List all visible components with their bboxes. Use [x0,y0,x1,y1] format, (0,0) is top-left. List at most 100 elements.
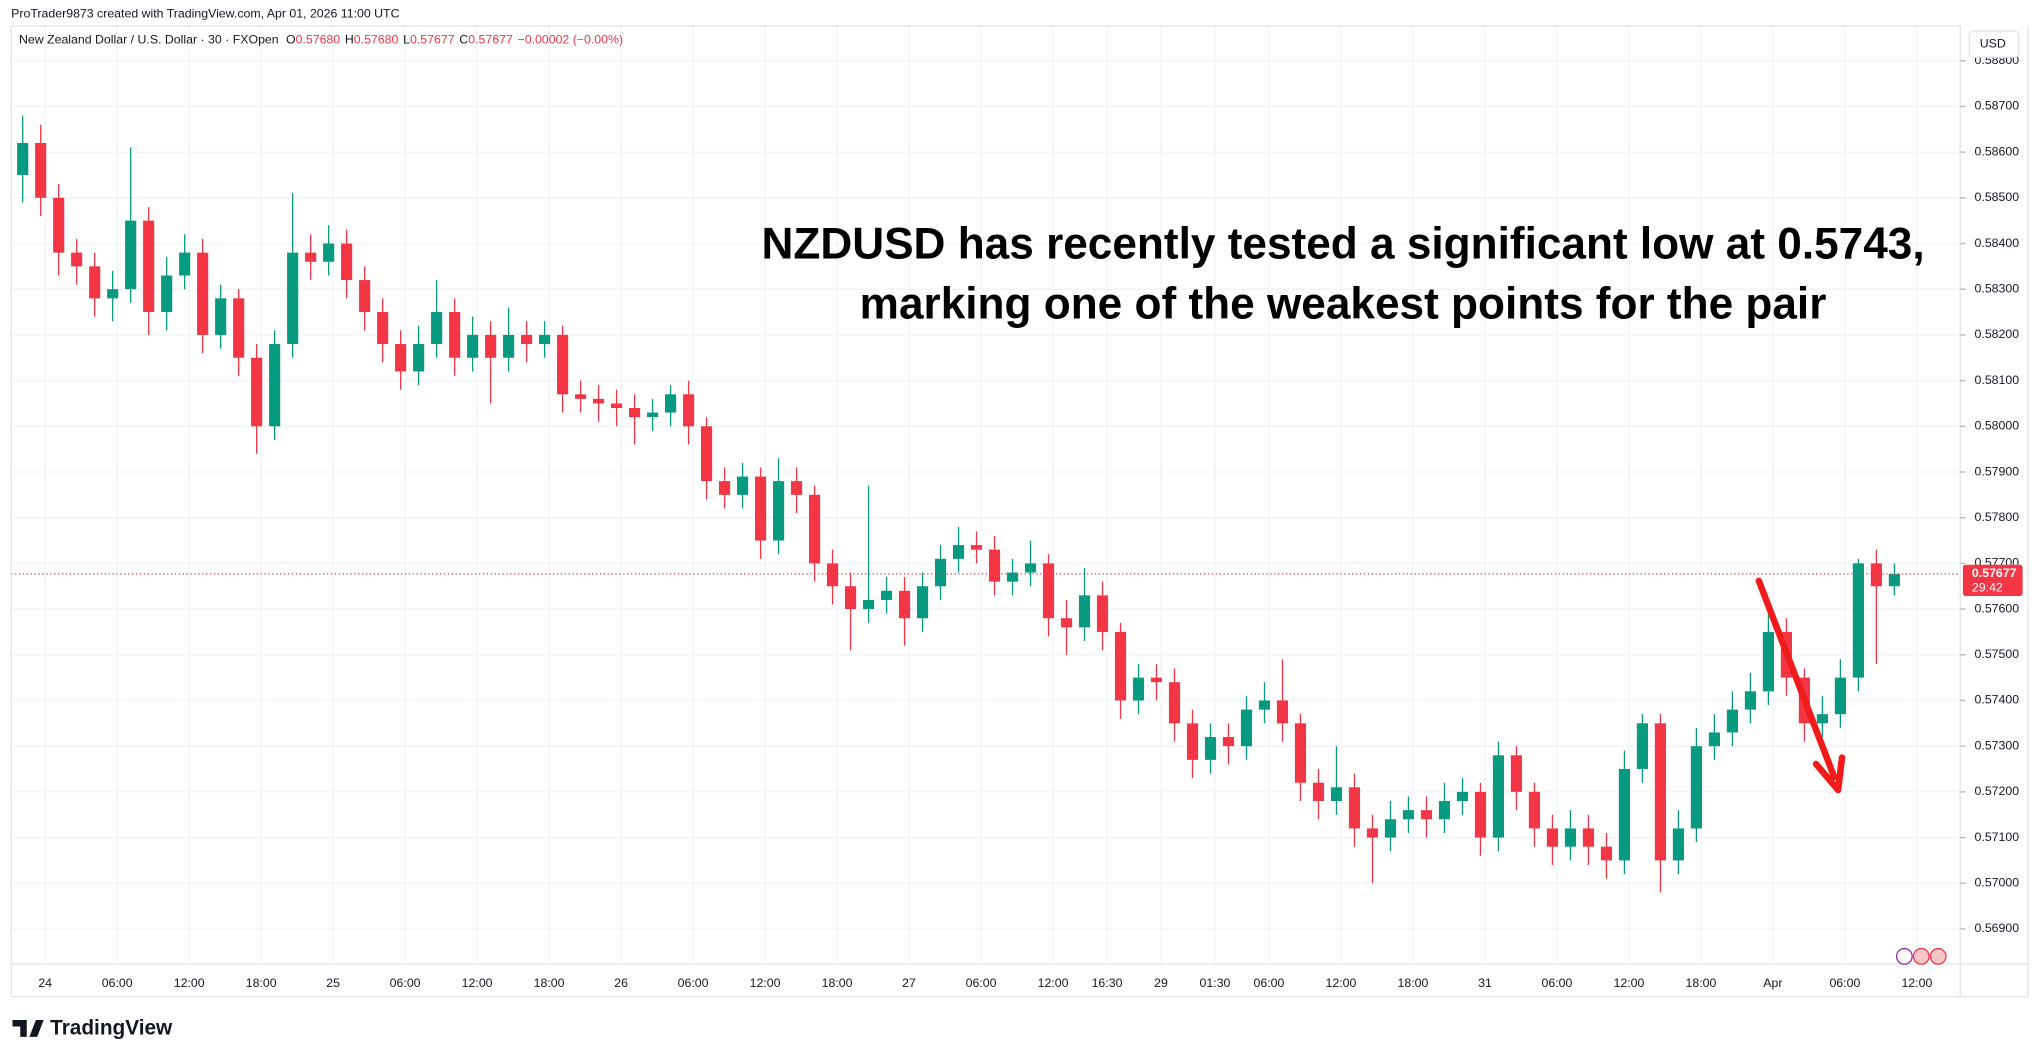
candle-body [233,298,245,358]
x-tick-label: 12:00 [1614,976,1645,990]
symbol: New Zealand Dollar / U.S. Dollar · 30 · … [19,33,279,47]
candle-body [647,412,659,418]
candles [11,115,1961,893]
ohlc-value: 0.57677 [410,33,455,47]
candle-body [1474,791,1487,838]
event-icon[interactable] [1929,947,1947,965]
y-tick-label: 0.57800 [1975,510,2020,524]
x-tick-label: 27 [902,976,916,990]
y-tick-label: 0.57200 [1975,784,2020,798]
candle-body [1312,782,1325,802]
candle-body [251,357,263,427]
event-icon[interactable] [1912,947,1930,965]
candle-body [1348,787,1361,829]
x-tick-label: 31 [1478,976,1492,990]
y-tick-label: 0.57400 [1975,693,2020,707]
y-tick-label: 0.56900 [1975,921,2020,935]
candle-body [1618,769,1631,861]
x-tick-label: 16:30 [1092,976,1123,990]
ohlc-value: 0.57677 [468,33,513,47]
x-tick-label: 12:00 [750,976,781,990]
y-tick-label: 0.57600 [1975,601,2020,615]
y-tick-label: 0.58400 [1975,236,2020,250]
y-tick-label: 0.57100 [1975,830,2020,844]
y-tick-label: 0.58200 [1975,327,2020,341]
candle-body [1456,791,1469,802]
candle-body [1636,723,1649,770]
candle-body [413,344,425,372]
candle-body [1672,828,1685,861]
y-tick-label: 0.58600 [1975,144,2020,158]
change: −0.00002 (−0.00%) [518,33,624,47]
candle-body [107,289,119,299]
candle-body [1888,573,1900,587]
x-tick-label: 06:00 [1829,976,1860,990]
ohlc-label: C [459,33,468,47]
ohlc-label: O [286,33,296,47]
candle-body [665,394,677,413]
candle-body [934,558,947,587]
axes: 0.56900 0.57000 0.57100 0.57200 0.57300 0.574… [38,53,2023,990]
candle-body [593,398,605,404]
candle-body [575,394,587,399]
attribution: ProTrader9873 created with TradingView.c… [11,7,399,21]
candle-body [1690,746,1702,829]
candle-body [503,334,515,358]
currency-box[interactable] [1968,30,2020,58]
candle-body [1096,595,1109,632]
x-tick-label: 12:00 [1038,976,1069,990]
candle-body [521,334,533,345]
candle-body [772,481,785,541]
arrow [1755,577,1846,794]
candle-body [808,494,821,564]
x-tick-label: 18:00 [534,976,565,990]
last-price-box [1962,564,2023,596]
x-tick-label: 12:00 [1901,976,1932,990]
candle-body [1114,631,1127,701]
candle-body [1150,677,1163,683]
candle-body [1654,723,1667,861]
x-tick-label: 12:00 [1326,976,1357,990]
event-icon[interactable] [1895,947,1913,965]
candle-body [826,563,839,587]
candle-body [341,243,353,281]
candle-body [1492,755,1505,838]
logo-text[interactable]: TradingView [50,1017,173,1040]
candle-body [323,243,335,262]
candle-body [1042,563,1055,619]
candle-body [395,344,407,372]
candle-body [1744,691,1756,710]
candle-body [269,344,281,427]
x-tick-label: 06:00 [1254,976,1285,990]
x-tick-label: 18:00 [822,976,853,990]
x-tick-label: 06:00 [1542,976,1573,990]
candle-body [1222,737,1235,747]
currency[interactable]: USD [1980,36,2006,50]
y-tick-label: 0.57300 [1975,738,2020,752]
candle-body [449,312,461,358]
y-tick-label: 0.58100 [1975,373,2020,387]
y-tick-label: 0.58500 [1975,190,2020,204]
x-tick-label: 01:30 [1200,976,1231,990]
candle-body [1438,801,1451,820]
candle-body [1852,563,1864,678]
candle-body [161,275,173,313]
logo[interactable]: TradingView [12,1017,173,1040]
event-icons[interactable] [1895,947,1947,965]
candle-body [53,197,65,253]
candle-body [1384,819,1397,838]
candle-body [467,334,479,358]
candle-body [988,549,1001,582]
x-tick-label: 24 [38,976,52,990]
x-tick-label: Apr [1763,976,1782,990]
candle-body [844,586,857,610]
candle-body [862,599,875,610]
x-tick-label: 18:00 [1685,976,1716,990]
candle-body [1330,787,1343,802]
annotation: marking one of the weakest points for th… [860,279,1827,328]
candle-body [1078,595,1091,628]
x-tick-label: 06:00 [678,976,709,990]
